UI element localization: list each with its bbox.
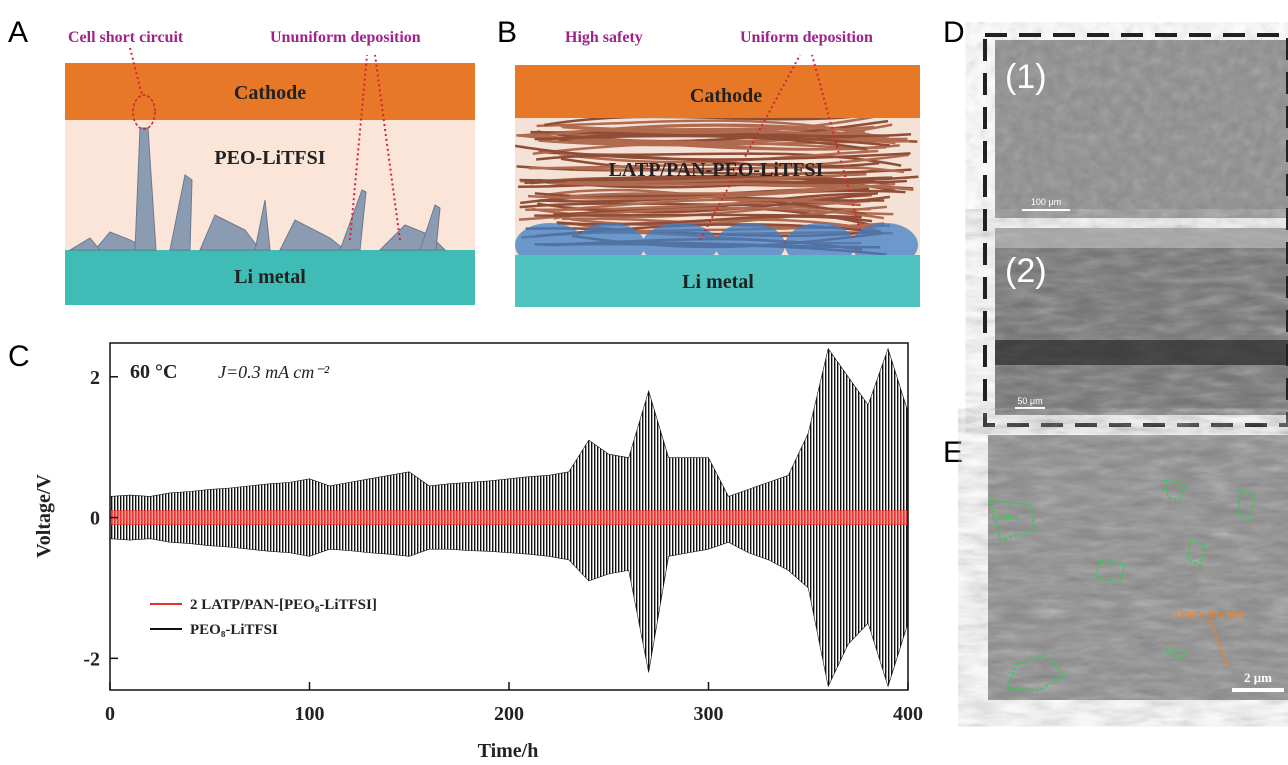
note: High safety — [565, 29, 643, 46]
fiber — [558, 131, 912, 143]
annotation: Lithium dendrites — [1175, 609, 1244, 619]
chart: 60 °C J=0.3 mA cm⁻² Time/h Voltage/V 0 10… — [33, 342, 923, 762]
layer-label: Cathode — [690, 85, 762, 107]
li-layer — [65, 250, 475, 305]
x-tick-label: 300 — [694, 703, 724, 725]
sem-band — [995, 228, 1288, 248]
layer-label: LATP/PAN-PEO-LiTFSI — [609, 159, 824, 181]
layer-label: PEO-LiTFSI — [214, 147, 325, 169]
scale-label: 50 μm — [1017, 396, 1042, 406]
annotation: Voids — [997, 512, 1020, 522]
layer-label: Cathode — [234, 82, 306, 104]
panel-b: High safety Uniform deposition Cathode L… — [514, 29, 920, 307]
note: Ununiform deposition — [270, 29, 421, 46]
panel-label: C — [8, 340, 30, 373]
dendrites — [68, 127, 447, 251]
layer-label: Li metal — [682, 271, 754, 293]
fiber — [569, 181, 862, 198]
void-outlines — [989, 478, 1256, 691]
panel-label: D — [943, 16, 965, 49]
arrows — [699, 54, 861, 241]
sem-texture — [988, 435, 1288, 700]
x-axis-label: Time/h — [478, 740, 539, 762]
short-highlight — [132, 94, 156, 130]
fiber — [527, 182, 896, 200]
x-tick-label: 400 — [893, 703, 923, 725]
y-tick-label: -2 — [83, 648, 100, 670]
panel-d: (1) 100 μm (2) 50 μm — [983, 33, 1288, 427]
arrows — [129, 47, 401, 241]
cathode-layer — [515, 65, 920, 118]
y-tick-label: 0 — [90, 508, 100, 530]
y-axis-label: Voltage/V — [33, 474, 55, 558]
fiber — [536, 154, 880, 168]
note: Uniform deposition — [740, 29, 873, 46]
sem-texture — [995, 40, 1288, 218]
dashed-frame — [983, 33, 1288, 427]
fiber — [537, 193, 866, 216]
scale-label: 100 μm — [1031, 197, 1061, 207]
li-layer — [515, 255, 920, 307]
legend-label: 2 LATP/PAN-[PEO₈-LiTFSI] — [190, 597, 377, 613]
fiber — [562, 113, 886, 135]
fiber — [514, 144, 911, 161]
fiber — [573, 153, 910, 172]
fiber — [545, 181, 914, 191]
fiber — [557, 198, 861, 212]
image-label: (2) — [1005, 252, 1047, 290]
note: Cell short circuit — [68, 29, 184, 46]
layer-label: Li metal — [234, 266, 306, 288]
image-label: (1) — [1005, 58, 1047, 96]
dendrite-marker — [1209, 619, 1229, 669]
y-tick-label: 2 — [90, 367, 100, 389]
panel-e: Voids Lithium dendrites 2 μm — [988, 435, 1288, 700]
scale-label: 2 μm — [1244, 670, 1272, 685]
fiber — [536, 123, 865, 138]
panel-label: E — [943, 436, 963, 469]
x-tick-label: 100 — [295, 703, 325, 725]
annotation: J=0.3 mA cm⁻² — [218, 362, 330, 382]
fiber — [566, 173, 867, 184]
x-tick-label: 200 — [494, 703, 524, 725]
fiber — [534, 134, 867, 150]
sem-texture — [995, 228, 1288, 415]
panel-label: B — [497, 16, 517, 49]
panel-a: Cell short circuit Ununiform deposition … — [65, 29, 475, 305]
legend-label: PEO₈-LiTFSI — [190, 622, 278, 638]
annotation: 60 °C — [130, 361, 177, 383]
x-tick-label: 0 — [105, 703, 115, 725]
panel-label: A — [8, 16, 28, 49]
fiber — [534, 213, 862, 219]
sem-band — [995, 340, 1288, 365]
voltage-band — [109, 510, 909, 525]
